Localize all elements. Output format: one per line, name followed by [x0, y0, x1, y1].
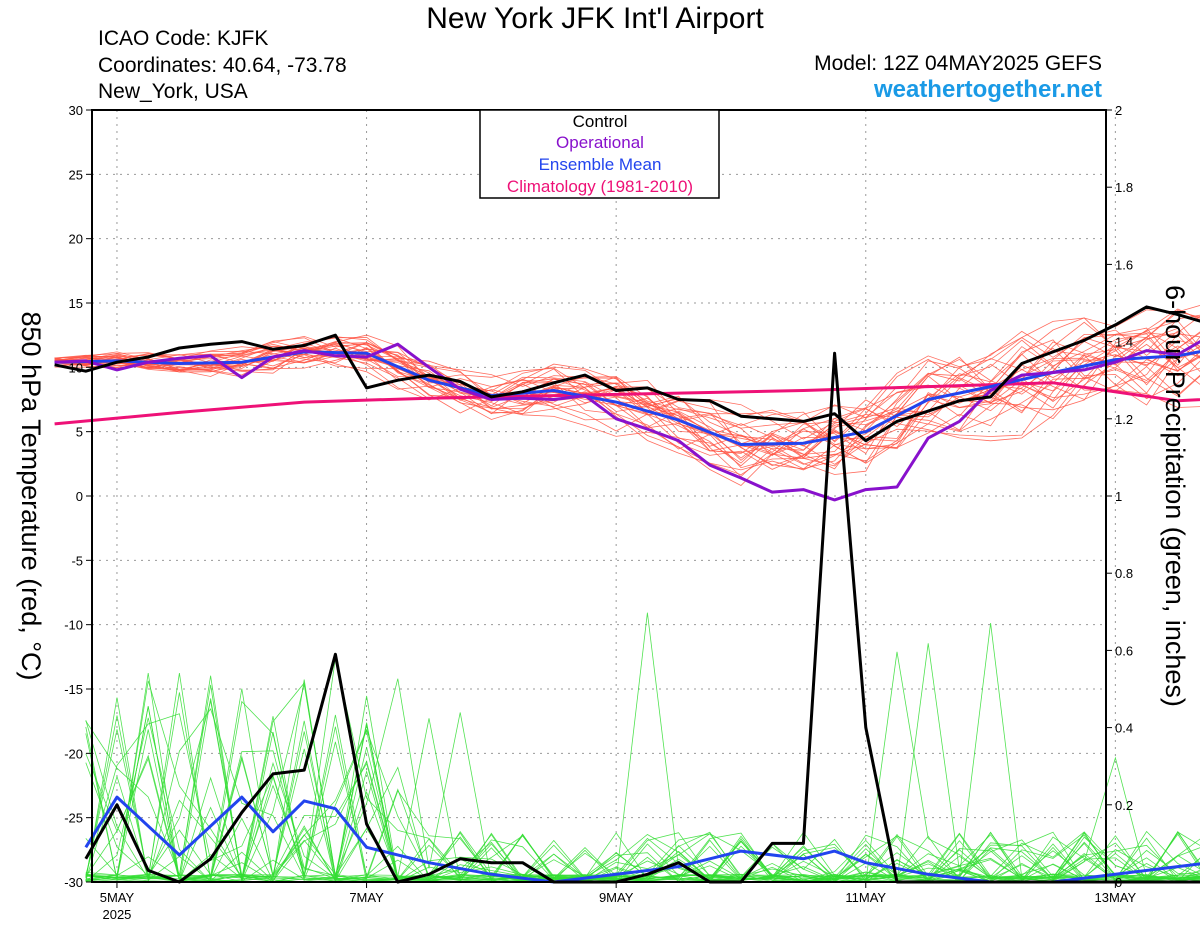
precip-member-line	[85, 700, 1200, 882]
temperature-member-line	[54, 308, 1200, 470]
precip-member-line	[85, 708, 1200, 883]
coordinates: Coordinates: 40.64, -73.78	[98, 54, 347, 77]
x-tick-label: 11MAY	[845, 890, 886, 905]
y-left-tick-label: 25	[69, 167, 83, 182]
temperature-member-line	[54, 330, 1200, 450]
location: New_York, USA	[98, 80, 248, 103]
y-right-tick-label: 0.2	[1115, 798, 1133, 813]
y-right-tick-label: 1.8	[1115, 180, 1133, 195]
legend-box	[479, 109, 720, 199]
temperature-member-line	[54, 345, 1200, 459]
y-left-tick-label: 0	[76, 489, 83, 504]
y-right-tick-label: 1.4	[1115, 335, 1133, 350]
precip-member-line	[85, 680, 1200, 883]
legend-climatology: Climatology (1981-2010)	[507, 177, 693, 196]
precip-member-line	[85, 679, 1200, 882]
precip-member-line	[85, 675, 1200, 883]
y-right-tick-label: 0	[1115, 875, 1122, 890]
temperature-ensemble-mean-line	[54, 350, 1200, 446]
legend-operational: Operational	[556, 133, 644, 152]
y-left-tick-label: -25	[64, 811, 83, 826]
precip-member-line	[85, 678, 1200, 883]
temperature-control-line	[54, 305, 1200, 443]
axes: -30-25-20-15-10-505101520253000.20.40.60…	[64, 103, 1137, 922]
precip-member-line	[85, 728, 1200, 882]
y-left-tick-label: -15	[64, 682, 83, 697]
y-left-tick-label: -20	[64, 746, 83, 761]
x-tick-label: 13MAY	[1095, 890, 1137, 905]
precip-member-line	[85, 692, 1200, 883]
temperature-member-line	[54, 346, 1200, 456]
model-run: Model: 12Z 04MAY2025 GEFS	[814, 52, 1102, 75]
x-tick-label: 5MAY	[100, 890, 135, 905]
y-right-tick-label: 1	[1115, 489, 1122, 504]
y-right-tick-label: 0.4	[1115, 721, 1133, 736]
x-tick-label: 7MAY	[349, 890, 384, 905]
temperature-member-line	[54, 315, 1200, 467]
gridlines	[92, 110, 1116, 882]
y-right-tick-label: 1.6	[1115, 257, 1133, 272]
temperature-operational-line	[54, 339, 1200, 502]
precip-member-line	[85, 706, 1200, 883]
y-right-tick-label: 1.2	[1115, 412, 1133, 427]
temperature-member-line	[54, 336, 1200, 471]
precip-member-line	[85, 775, 1200, 882]
x-tick-label: 9MAY	[599, 890, 634, 905]
chart-legend: Control Operational Ensemble Mean Climat…	[479, 109, 720, 199]
y-left-tick-label: 5	[76, 425, 83, 440]
icao-code: ICAO Code: KJFK	[98, 27, 269, 50]
website-link[interactable]: weathertogether.net	[873, 76, 1102, 103]
precip-member-line	[85, 720, 1200, 883]
y-left-tick-label: 15	[69, 296, 83, 311]
y-left-tick-label: -5	[71, 553, 83, 568]
y-right-tick-label: 0.8	[1115, 566, 1133, 581]
precip-member-line	[85, 697, 1200, 883]
y-left-tick-label: -10	[64, 618, 83, 633]
legend-control: Control	[573, 112, 628, 131]
precip-member-line	[85, 651, 1200, 883]
temperature-climatology-line	[54, 381, 1200, 426]
x-tick-year-label: 2025	[102, 907, 131, 922]
y-right-tick-label: 2	[1115, 103, 1122, 118]
y-left-tick-label: 10	[69, 360, 83, 375]
precip-member-line	[85, 831, 1200, 883]
page-title: New York JFK Int'l Airport	[426, 2, 764, 35]
temperature-member-line	[54, 341, 1200, 465]
y-left-tick-label: 20	[69, 232, 83, 247]
y-left-tick-label: -30	[64, 875, 83, 890]
temperature-member-line	[54, 342, 1200, 459]
temperature-member-line	[54, 334, 1200, 464]
temperature-member-line	[54, 305, 1200, 470]
temperature-member-line	[54, 309, 1200, 454]
ensemble-members	[54, 305, 1200, 884]
legend-ensemble-mean: Ensemble Mean	[539, 155, 662, 174]
precip-member-line	[85, 748, 1200, 883]
precip-member-line	[85, 717, 1200, 883]
temperature-member-line	[54, 339, 1200, 470]
y-left-axis-title: 850 hPa Temperature (red, °C)	[16, 312, 46, 681]
y-right-tick-label: 0.6	[1115, 643, 1133, 658]
precip-member-line	[85, 684, 1200, 883]
temperature-member-line	[54, 344, 1200, 465]
temperature-member-line	[54, 347, 1200, 464]
temperature-member-line	[54, 329, 1200, 447]
y-left-tick-label: 30	[69, 103, 83, 118]
y-right-axis-title: 6-hour Precipitation (green, inches)	[1160, 285, 1190, 707]
temperature-member-line	[54, 311, 1200, 469]
